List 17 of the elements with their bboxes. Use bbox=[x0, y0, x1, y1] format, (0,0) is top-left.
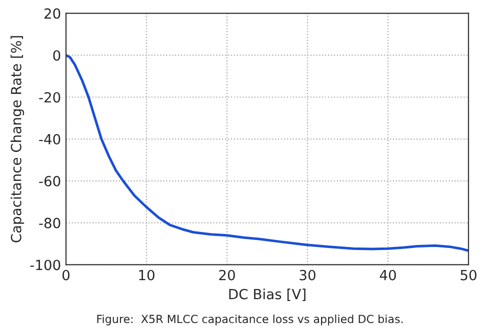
y-axis-title: Capacitance Change Rate [%] bbox=[10, 36, 24, 242]
x-tick-label: 30 bbox=[300, 270, 316, 280]
y-tick-label: 20 bbox=[44, 8, 60, 19]
x-tick-label: 40 bbox=[380, 270, 396, 280]
y-tick-label: -20 bbox=[39, 92, 60, 103]
x-axis-title: DC Bias [V] bbox=[229, 288, 306, 301]
y-tick-label: -80 bbox=[39, 218, 60, 228]
y-tick-label: 0 bbox=[53, 50, 60, 61]
y-tick-label: -40 bbox=[39, 134, 60, 144]
text: Figure: X5R MLCC capacitance loss vs applied DC bias. bbox=[97, 314, 403, 326]
y-tick-label: -60 bbox=[39, 176, 60, 186]
x-tick-label: 0 bbox=[62, 270, 70, 280]
x-tick-label: 20 bbox=[219, 270, 235, 280]
y-tick-label: -100 bbox=[30, 260, 60, 270]
x-tick-label: 50 bbox=[460, 270, 476, 280]
line-series bbox=[66, 54, 468, 252]
x-tick-label: 10 bbox=[139, 270, 154, 280]
